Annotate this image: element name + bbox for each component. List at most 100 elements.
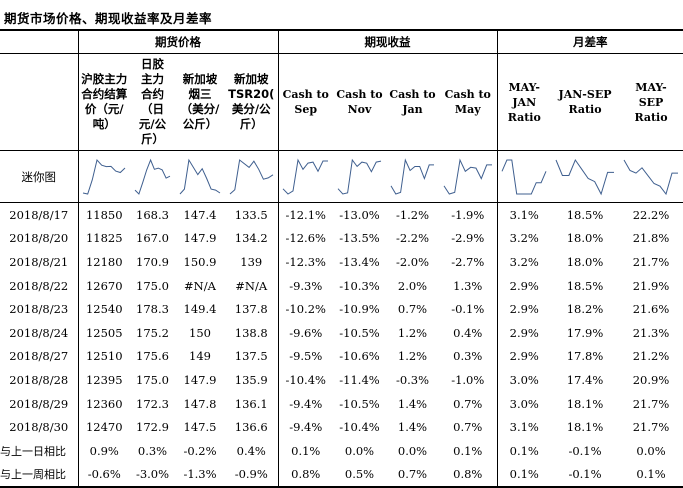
table-cell: 21.3%: [632, 325, 670, 340]
table-cell: -10.5%: [339, 325, 380, 340]
row-label: 2018/8/30: [0, 415, 79, 439]
table-row: 2018/8/21 12180 170.9 150.9 139 -12.3% -13.4% -…: [0, 250, 683, 274]
table-cell: 134.2: [225, 226, 279, 251]
row-label: 2018/8/24: [0, 320, 79, 345]
table-row: 2018/8/29 12360 172.3 147.8 136.1 -9.4% -10.5%…: [0, 391, 683, 416]
header-line: Cash to: [444, 88, 491, 101]
table-cell: -0.1%: [568, 443, 602, 458]
sparkline-chart: [179, 158, 221, 194]
table-cell: 139: [225, 250, 279, 274]
table-cell: 3.1%: [509, 420, 539, 435]
table-cell: 175.6: [136, 349, 169, 364]
page-title: 期货市场价格、期现收益率及月差率: [4, 11, 213, 26]
sparkline-chart: [229, 158, 274, 194]
table-cell: 12505: [85, 325, 123, 340]
table-cell: 147.9: [183, 372, 217, 387]
header-line: Nov: [347, 103, 372, 116]
header-line: Sep: [294, 103, 318, 116]
table-cell: 12395: [85, 372, 123, 387]
table-cell: 0.1%: [509, 443, 539, 458]
table-cell: 167.0: [136, 231, 169, 246]
header-line: 日胶: [141, 57, 164, 71]
sparkline-line: [337, 158, 382, 195]
table-cell: 0.3%: [137, 443, 168, 458]
row-label: 2018/8/17: [0, 202, 79, 227]
table-cell: 147.4: [183, 207, 217, 222]
sparkline-chart: [337, 158, 382, 195]
table-cell: 0.4%: [225, 438, 279, 463]
table-cell: 2.9%: [509, 278, 539, 293]
header-line: 吨）: [92, 117, 116, 131]
table-cell: 17.4%: [566, 372, 604, 387]
table-cell: 1.4%: [397, 420, 428, 435]
sparkline-chart: [282, 157, 329, 195]
row-label: 2018/8/29: [0, 391, 79, 416]
sparkline-line: [134, 158, 171, 195]
table-cell: 150.9: [183, 254, 217, 269]
table-cell: 0.7%: [386, 462, 439, 488]
sparkline-cell: [278, 150, 333, 203]
sparkline-line: [83, 158, 126, 195]
col-header: 沪胶主力 合约结算 价（元/吨）: [78, 53, 130, 151]
header-line: Jan: [402, 103, 423, 116]
table-cell: -12.6%: [285, 231, 326, 246]
row-label: 与上一日相比: [0, 438, 79, 463]
table-cell: -0.6%: [78, 462, 130, 488]
table-cell: 3.0%: [509, 372, 539, 387]
table-cell: 137.5: [225, 344, 279, 369]
header-line: 斤）: [141, 132, 164, 146]
sparkline-chart: [134, 158, 171, 195]
table-cell: 0.1%: [439, 438, 498, 463]
sparkline-line: [282, 157, 329, 195]
header-line: 价（元/: [84, 102, 124, 116]
table-cell: 18.1%: [566, 420, 604, 435]
header-line: 沪胶主力: [81, 72, 128, 86]
table-cell: 175.2: [136, 325, 169, 340]
group-spread: 月差率: [497, 29, 683, 54]
table-cell: 21.7%: [632, 254, 670, 269]
header-line: 合约: [141, 87, 164, 101]
table-cell: 17.8%: [566, 349, 604, 364]
table-cell: 178.3: [136, 302, 169, 317]
table-cell: 0.5%: [333, 462, 386, 488]
table-cell: 175.0: [136, 372, 169, 387]
table-cell: -9.4%: [289, 396, 323, 411]
sparkline-line: [443, 157, 492, 195]
table-cell: 149: [189, 349, 211, 364]
table-cell: 2.9%: [509, 325, 539, 340]
table-cell: 168.3: [136, 207, 169, 222]
table-cell: 18.1%: [566, 396, 604, 411]
table-cell: 3.0%: [509, 396, 539, 411]
table-row: 2018/8/23 12540 178.3 149.4 137.8 -10.2% -10.9…: [0, 297, 683, 321]
sparkline-line: [179, 158, 221, 194]
table-cell: 18.2%: [566, 302, 604, 317]
sparkline-chart: [443, 157, 492, 195]
table-cell: 12670: [85, 278, 123, 293]
table-row: 2018/8/27 12510 175.6 149 137.5 -9.5% -10.6% 1.…: [0, 344, 683, 369]
table-row: 2018/8/24 12505 175.2 150 138.8 -9.6% -10.5% 1.…: [0, 320, 683, 345]
table-cell: 0.1%: [291, 443, 321, 458]
table-cell: 170.9: [136, 254, 169, 269]
table-cell: 0.9%: [89, 443, 119, 458]
sparkline-cell: [175, 150, 225, 203]
table-cell: -2.2%: [395, 231, 430, 246]
table-cell: 147.5: [183, 420, 217, 435]
header-line: （日: [141, 102, 164, 116]
sparkline-chart: [555, 158, 614, 195]
table-cell: -10.9%: [339, 302, 380, 317]
row-label: 2018/8/27: [0, 344, 79, 369]
table-cell: -10.4%: [285, 372, 326, 387]
table-cell: -2.7%: [439, 250, 498, 274]
sparkline-cell: [386, 150, 439, 203]
col-header: Cash to May: [439, 53, 498, 151]
row-label: 2018/8/28: [0, 368, 79, 392]
table-cell: 149.4: [183, 302, 217, 317]
table-cell: -10.6%: [339, 349, 380, 364]
table-cell: 0.0%: [636, 443, 666, 458]
table-cell: -1.9%: [439, 202, 498, 227]
table-cell: -0.2%: [183, 443, 217, 458]
table-cell: -3.0%: [130, 462, 175, 488]
table-cell: 0.3%: [439, 344, 498, 369]
table-cell: 1.2%: [397, 349, 428, 364]
table-cell: -1.2%: [395, 207, 430, 222]
